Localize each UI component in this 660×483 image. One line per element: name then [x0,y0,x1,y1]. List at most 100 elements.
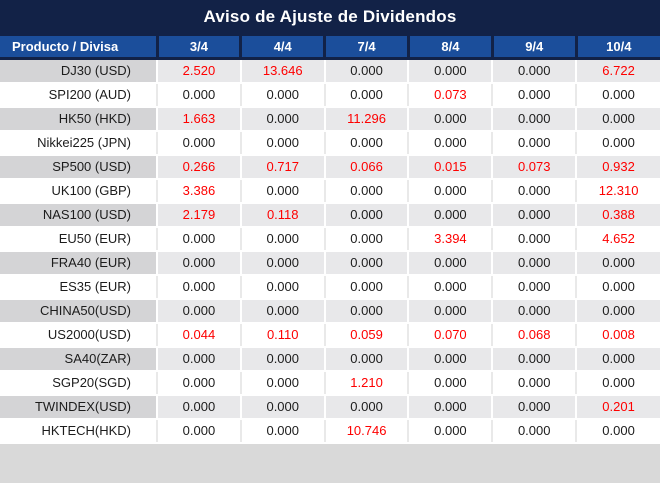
value-cell: 0.000 [156,346,241,372]
product-cell: US2000(USD) [0,322,157,348]
value-cell: 0.000 [575,106,660,132]
table-row: FRA40 (EUR) 0.000 0.000 0.000 0.000 0.000 0.00… [0,250,660,276]
product-cell: SA40(ZAR) [0,346,157,372]
value-cell: 0.000 [323,394,409,420]
value-cell: 0.000 [323,82,409,108]
product-cell: ES35 (EUR) [0,274,157,300]
value-cell: 1.663 [156,106,241,132]
value-cell: 0.000 [239,370,325,396]
value-cell: 0.000 [407,274,493,300]
value-cell: 0.000 [239,250,325,276]
value-cell: 0.000 [491,346,577,372]
value-cell: 0.000 [239,82,325,108]
value-cell: 0.000 [491,394,577,420]
value-cell: 0.000 [156,370,241,396]
value-cell: 0.000 [491,298,577,324]
value-cell: 0.000 [575,346,660,372]
value-cell: 0.000 [491,226,577,252]
value-cell: 0.000 [407,178,493,204]
product-cell: NAS100 (USD) [0,202,157,228]
value-cell: 0.000 [407,394,493,420]
product-cell: FRA40 (EUR) [0,250,157,276]
value-cell: 0.000 [491,250,577,276]
value-cell: 0.000 [156,250,241,276]
value-cell: 11.296 [323,106,409,132]
value-cell: 0.000 [407,370,493,396]
value-cell: 0.000 [323,202,409,228]
value-cell: 2.179 [156,202,241,228]
value-cell: 0.015 [407,154,493,180]
value-cell: 0.000 [491,130,577,156]
dividends-table: Producto / Divisa 3/4 4/4 7/4 8/4 9/4 10… [0,33,660,444]
value-cell: 0.000 [239,298,325,324]
value-cell: 0.008 [575,322,660,348]
value-cell: 0.000 [491,106,577,132]
table-row: UK100 (GBP) 3.386 0.000 0.000 0.000 0.000 12.3… [0,178,660,204]
table-row: DJ30 (USD) 2.520 13.646 0.000 0.000 0.000 6.72… [0,58,660,84]
value-cell: 0.000 [239,178,325,204]
value-cell: 0.000 [239,418,325,444]
value-cell: 3.386 [156,178,241,204]
value-cell: 0.000 [239,226,325,252]
value-cell: 0.000 [156,274,241,300]
value-cell: 0.066 [323,154,409,180]
product-cell: SP500 (USD) [0,154,157,180]
value-cell: 0.073 [407,82,493,108]
table-body: DJ30 (USD) 2.520 13.646 0.000 0.000 0.000 6.72… [0,58,660,444]
value-cell: 0.000 [407,346,493,372]
value-cell: 0.000 [407,418,493,444]
value-cell: 0.000 [575,298,660,324]
value-cell: 0.000 [407,106,493,132]
bottom-edge-strip [0,443,660,483]
value-cell: 0.000 [239,346,325,372]
value-cell: 0.000 [323,226,409,252]
product-cell: Nikkei225 (JPN) [0,130,157,156]
value-cell: 0.000 [156,418,241,444]
product-cell: EU50 (EUR) [0,226,157,252]
col-header-date-2: 4/4 [239,33,325,60]
value-cell: 6.722 [575,58,660,84]
value-cell: 0.000 [156,130,241,156]
value-cell: 0.000 [156,394,241,420]
value-cell: 0.000 [323,346,409,372]
value-cell: 0.000 [491,202,577,228]
product-cell: HK50 (HKD) [0,106,157,132]
value-cell: 0.118 [239,202,325,228]
value-cell: 0.388 [575,202,660,228]
value-cell: 12.310 [575,178,660,204]
col-header-date-1: 3/4 [155,33,241,60]
table-row: HKTECH(HKD) 0.000 0.000 10.746 0.000 0.000 0.0… [0,418,660,444]
value-cell: 0.000 [239,394,325,420]
table-header: Producto / Divisa 3/4 4/4 7/4 8/4 9/4 10… [0,33,660,60]
value-cell: 0.000 [323,130,409,156]
table-row: EU50 (EUR) 0.000 0.000 0.000 3.394 0.000 4.652 [0,226,660,252]
table-row: TWINDEX(USD) 0.000 0.000 0.000 0.000 0.000 0.2… [0,394,660,420]
value-cell: 0.000 [323,58,409,84]
table-row: US2000(USD) 0.044 0.110 0.059 0.070 0.068 0.00… [0,322,660,348]
col-header-date-6: 10/4 [574,33,660,60]
value-cell: 0.000 [239,274,325,300]
value-cell: 0.000 [491,370,577,396]
value-cell: 2.520 [156,58,241,84]
value-cell: 0.000 [239,130,325,156]
value-cell: 0.000 [491,274,577,300]
value-cell: 0.000 [575,130,660,156]
table-row: Nikkei225 (JPN) 0.000 0.000 0.000 0.000 0.000… [0,130,660,156]
value-cell: 0.000 [491,178,577,204]
col-header-date-4: 8/4 [406,33,493,60]
value-cell: 0.110 [239,322,325,348]
page-title: Aviso de Ajuste de Dividendos [0,0,660,33]
product-cell: SGP20(SGD) [0,370,157,396]
table-row: SGP20(SGD) 0.000 0.000 1.210 0.000 0.000 0.000 [0,370,660,396]
value-cell: 0.073 [491,154,577,180]
value-cell: 0.000 [491,58,577,84]
value-cell: 0.201 [575,394,660,420]
value-cell: 0.932 [575,154,660,180]
value-cell: 0.000 [407,298,493,324]
value-cell: 0.000 [407,58,493,84]
value-cell: 0.000 [575,418,660,444]
value-cell: 0.266 [156,154,241,180]
value-cell: 4.652 [575,226,660,252]
table-row: HK50 (HKD) 1.663 0.000 11.296 0.000 0.000 0.00… [0,106,660,132]
